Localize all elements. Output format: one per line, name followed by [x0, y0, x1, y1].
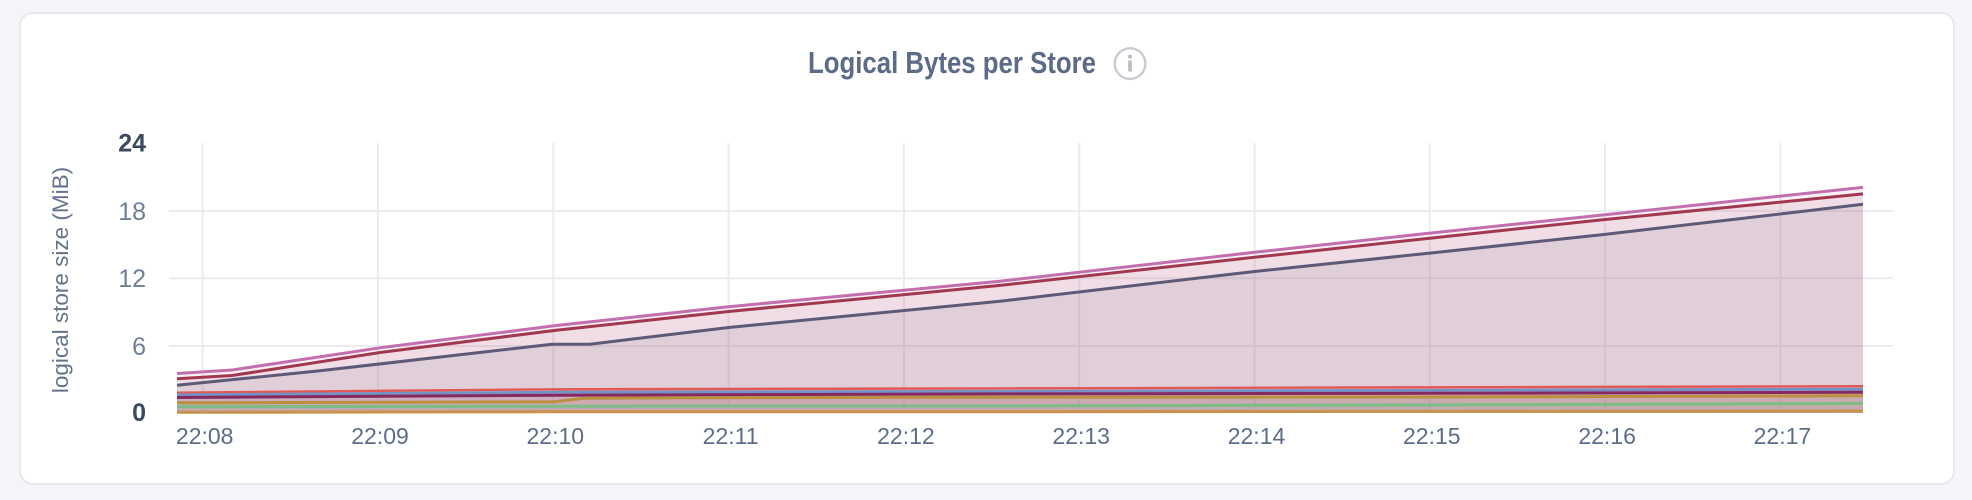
svg-text:logical store size (MiB): logical store size (MiB) — [48, 167, 73, 393]
svg-text:22:13: 22:13 — [1052, 423, 1110, 449]
svg-text:22:14: 22:14 — [1228, 423, 1286, 449]
svg-text:22:17: 22:17 — [1754, 423, 1812, 449]
svg-text:22:16: 22:16 — [1578, 423, 1636, 449]
svg-text:22:11: 22:11 — [703, 423, 759, 449]
svg-text:22:12: 22:12 — [877, 423, 935, 449]
svg-text:Logical Bytes per Store: Logical Bytes per Store — [808, 45, 1096, 80]
svg-text:24: 24 — [118, 130, 146, 158]
svg-text:22:15: 22:15 — [1403, 423, 1461, 449]
svg-text:6: 6 — [132, 333, 146, 361]
svg-text:22:09: 22:09 — [351, 423, 409, 449]
svg-text:12: 12 — [118, 265, 146, 293]
svg-text:18: 18 — [118, 198, 146, 226]
svg-text:22:08: 22:08 — [176, 423, 234, 449]
svg-text:0: 0 — [132, 399, 146, 427]
svg-text:22:10: 22:10 — [527, 423, 585, 449]
